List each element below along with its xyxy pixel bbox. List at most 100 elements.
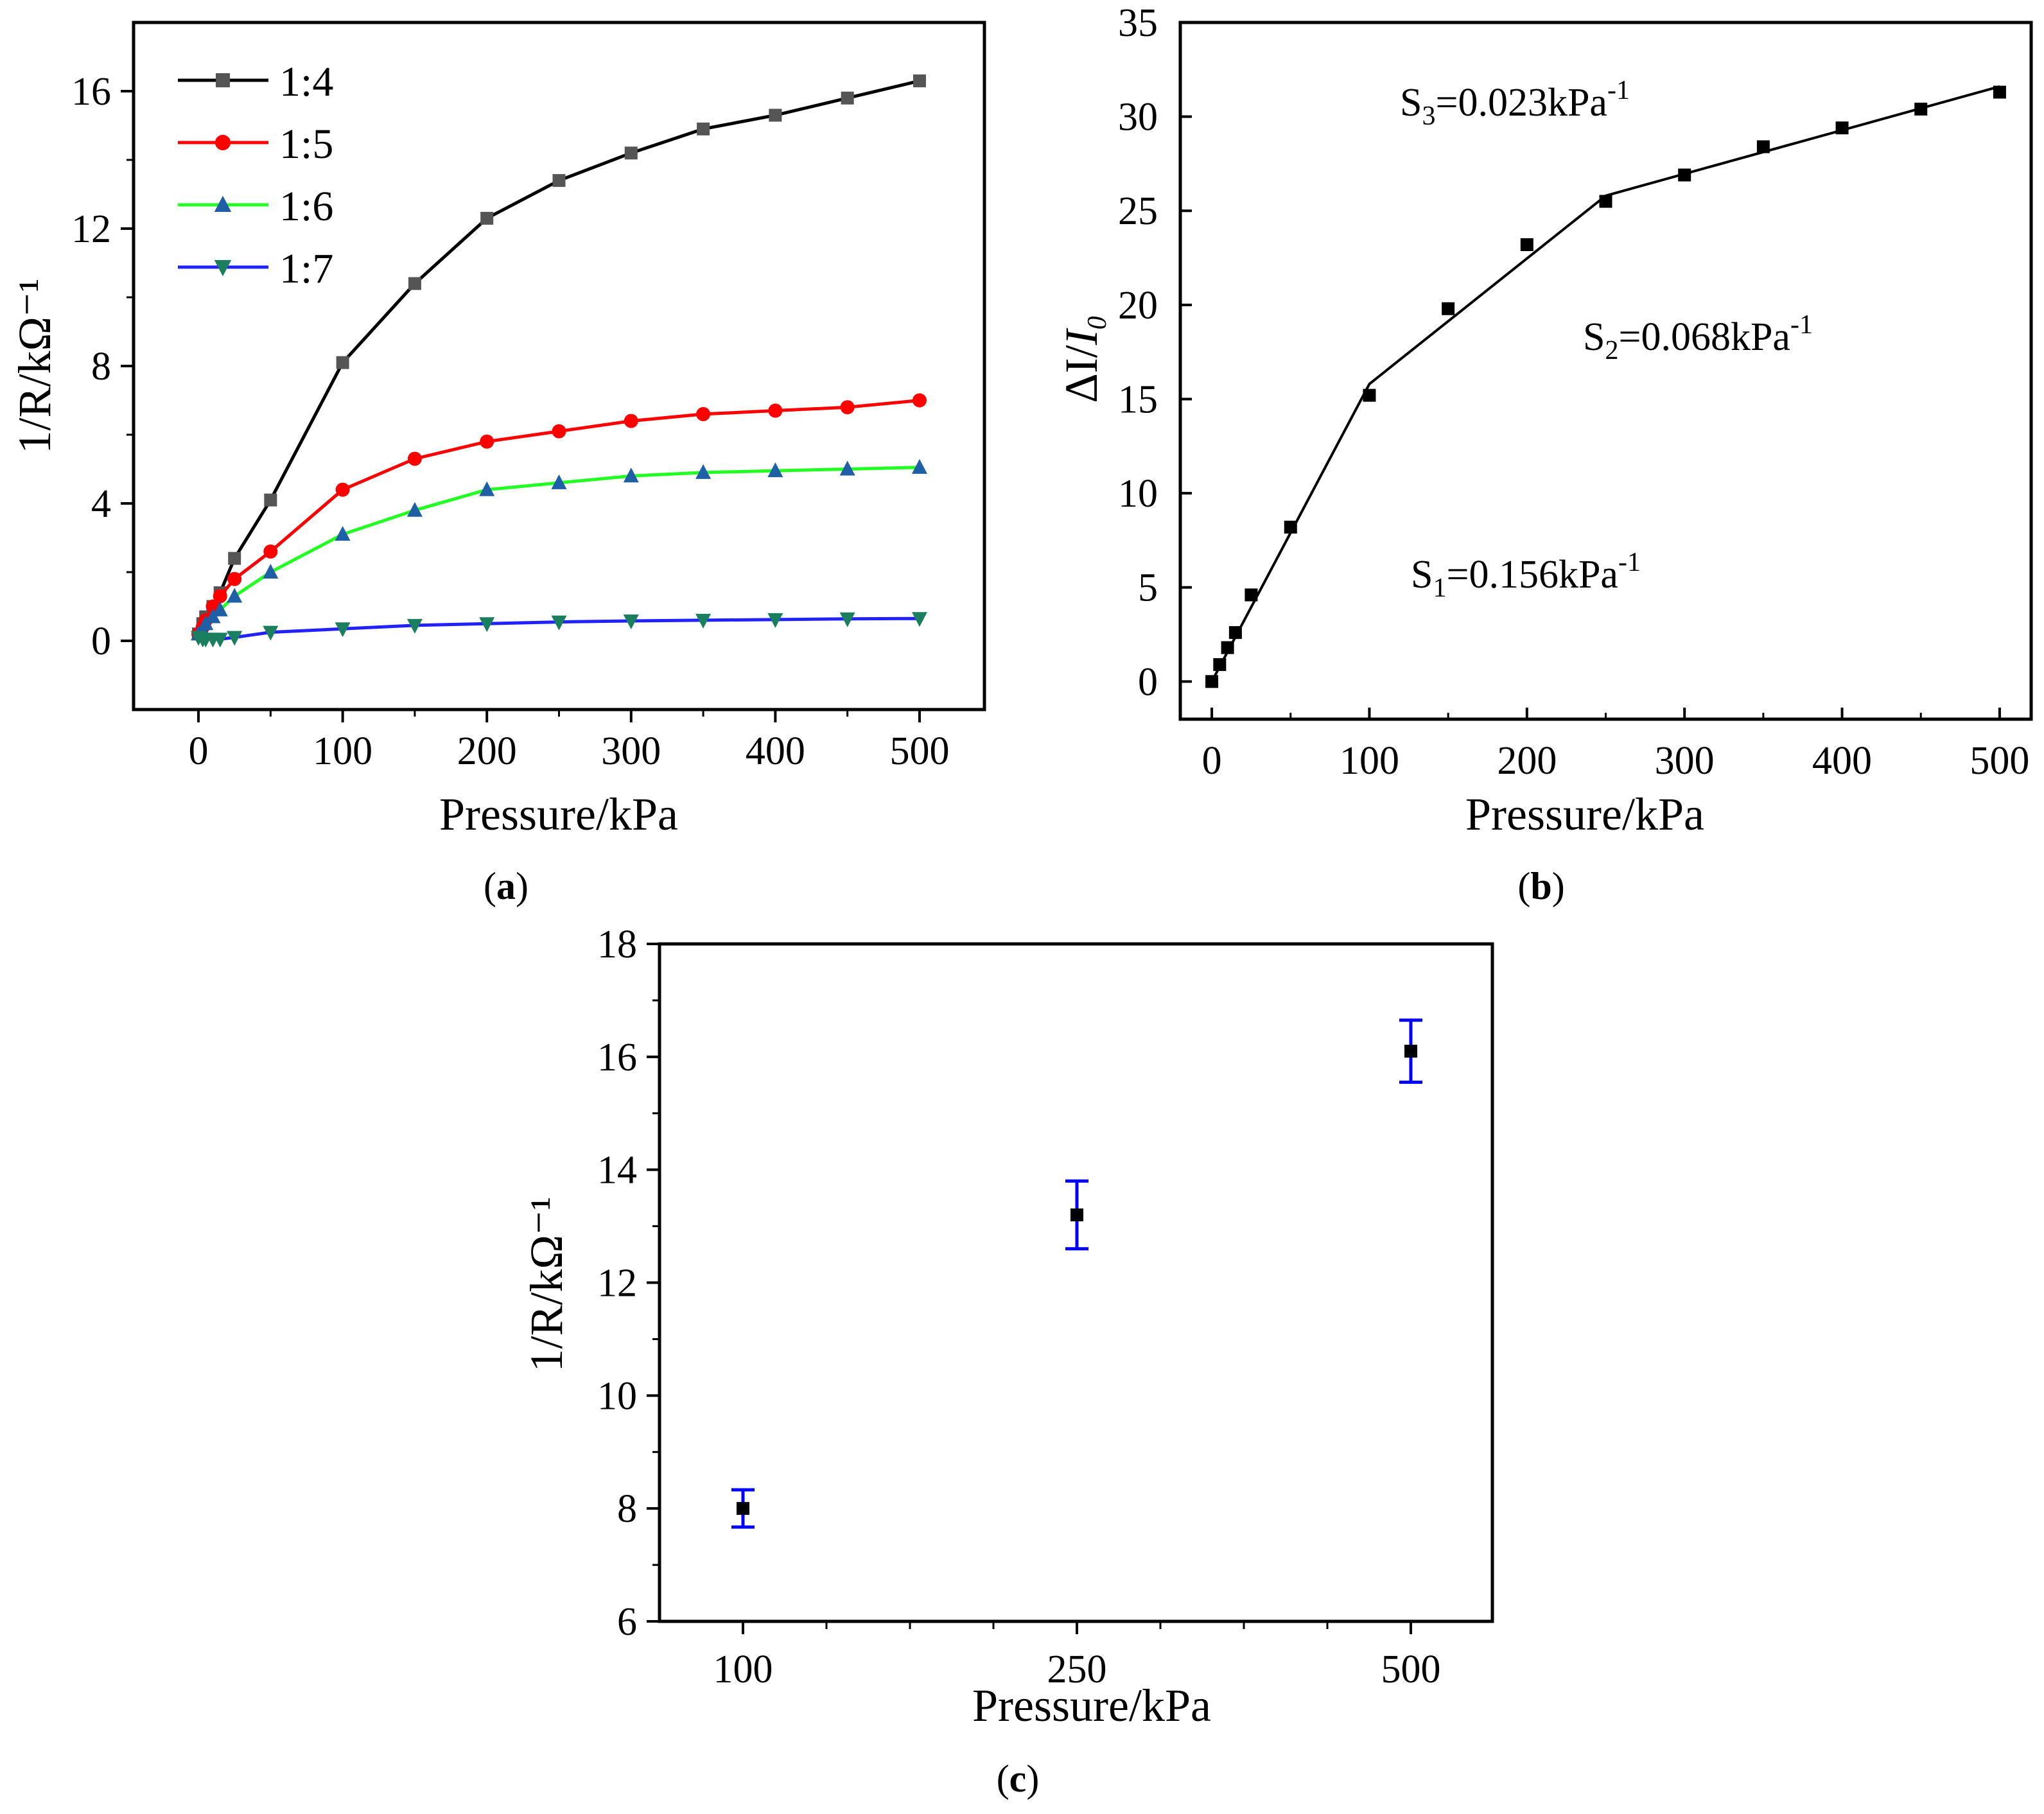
legend-item: 1:7 xyxy=(178,245,333,292)
panel-b-annotation-s2: S2=0.068kPa-1 xyxy=(1583,310,1813,365)
panel-b-y-axis-label: ΔI/I0 xyxy=(1056,316,1112,403)
panel-c-plot-frame xyxy=(658,942,1494,1623)
series-line xyxy=(197,466,920,636)
y-tick-label: 18 xyxy=(597,923,637,966)
panel-a-y-axis-label: 1/R/kΩ⁻¹ xyxy=(9,278,60,453)
data-point xyxy=(841,91,854,105)
panel-c: 100 250 500 6 8 10 12 14 16 18 Pressure/kPa 1/R/k… xyxy=(521,923,1494,1800)
data-point xyxy=(1520,238,1533,252)
data-point xyxy=(479,481,495,496)
data-point xyxy=(407,451,422,466)
data-point xyxy=(913,74,926,87)
y-tick-label: 6 xyxy=(617,1600,637,1644)
panel-b-caption: (b) xyxy=(1517,865,1564,907)
data-point xyxy=(227,571,242,586)
data-point xyxy=(1914,102,1928,116)
y-tick-label: 8 xyxy=(91,345,111,388)
data-point xyxy=(480,211,494,225)
panel-a-ticks: 0 100 200 300 400 500 0 4 8 12 16 xyxy=(71,70,949,773)
data-point xyxy=(768,403,783,418)
legend-marker xyxy=(216,73,230,87)
data-point xyxy=(1993,85,2006,99)
panel-a-x-axis-label: Pressure/kPa xyxy=(439,789,678,840)
data-point xyxy=(767,613,783,628)
x-tick-label: 500 xyxy=(1381,1648,1441,1691)
panel-a-plot-frame xyxy=(132,21,986,711)
panel-c-ticks: 100 250 500 6 8 10 12 14 16 18 xyxy=(597,923,1441,1691)
series-line xyxy=(197,399,920,635)
y-tick-label: 16 xyxy=(71,70,111,114)
x-tick-label: 400 xyxy=(1812,739,1872,783)
data-point xyxy=(1205,675,1219,688)
data-point xyxy=(406,618,423,634)
data-point xyxy=(227,588,243,603)
data-point xyxy=(552,174,566,188)
data-point xyxy=(227,631,243,646)
panel-a-legend: 1:4 1:5 1:6 1:7 xyxy=(178,58,333,292)
panel-c-caption: (c) xyxy=(997,1757,1040,1800)
y-tick-label: 35 xyxy=(1118,1,1158,45)
data-point xyxy=(695,613,712,629)
panel-b: 0 100 200 300 400 500 0 5 10 15 20 25 30 35 S3=0.023k… xyxy=(1056,1,2033,907)
legend-label: 1:4 xyxy=(279,58,333,105)
panel-c-points xyxy=(731,1018,1422,1529)
data-point xyxy=(335,482,350,497)
panel-a: 0 100 200 300 400 500 0 4 8 12 16 1:4 1:5 1:6 1:7 Pre… xyxy=(9,21,986,907)
data-point xyxy=(552,424,566,439)
legend-item: 1:5 xyxy=(178,121,333,168)
data-point xyxy=(839,460,855,476)
legend-label: 1:7 xyxy=(279,245,333,292)
data-point xyxy=(623,467,639,483)
y-tick-label: 8 xyxy=(617,1487,637,1531)
data-point xyxy=(212,632,228,648)
data-point xyxy=(1756,140,1770,153)
x-tick-label: 200 xyxy=(457,729,517,773)
panel-a-caption: (a) xyxy=(484,865,528,907)
data-point xyxy=(912,393,927,408)
data-point xyxy=(840,400,855,415)
data-point xyxy=(769,109,782,122)
data-point xyxy=(1213,658,1227,671)
legend-item: 1:4 xyxy=(178,58,333,105)
series-1-5 xyxy=(191,393,927,641)
data-point xyxy=(335,622,351,638)
data-point xyxy=(480,434,494,449)
data-point xyxy=(1221,641,1234,654)
y-tick-label: 12 xyxy=(71,207,111,251)
data-point xyxy=(623,614,639,629)
data-point xyxy=(1070,1208,1083,1221)
x-tick-label: 100 xyxy=(1340,739,1399,783)
data-point-group xyxy=(731,1488,755,1529)
x-tick-label: 300 xyxy=(1655,739,1715,783)
data-point xyxy=(1599,195,1612,208)
data-point xyxy=(695,464,712,479)
data-point xyxy=(336,356,349,369)
y-tick-label: 20 xyxy=(1118,284,1158,327)
panel-a-series xyxy=(191,74,927,648)
y-tick-label: 10 xyxy=(597,1374,637,1418)
x-tick-label: 100 xyxy=(713,1648,773,1691)
x-tick-label: 500 xyxy=(889,729,949,773)
data-point xyxy=(406,501,423,517)
data-point xyxy=(1442,302,1455,315)
panel-b-annotation-s1: S1=0.156kPa-1 xyxy=(1411,548,1641,603)
panel-c-x-axis-label: Pressure/kPa xyxy=(972,1680,1211,1731)
data-point xyxy=(263,564,279,579)
data-point xyxy=(911,612,927,627)
data-point xyxy=(624,146,638,160)
panel-b-plot-frame xyxy=(1178,21,2033,721)
legend-label: 1:5 xyxy=(279,121,333,168)
y-tick-label: 5 xyxy=(1138,566,1158,610)
x-tick-label: 250 xyxy=(1047,1648,1107,1691)
y-tick-label: 10 xyxy=(1118,472,1158,516)
legend-label: 1:6 xyxy=(279,183,333,230)
series-1-6 xyxy=(191,458,927,641)
data-point xyxy=(212,601,228,616)
legend-item: 1:6 xyxy=(178,183,333,230)
data-point xyxy=(228,552,241,565)
data-point xyxy=(911,458,927,474)
y-tick-label: 16 xyxy=(597,1036,637,1079)
x-tick-label: 300 xyxy=(601,729,661,773)
data-point xyxy=(213,589,227,604)
x-tick-label: 500 xyxy=(1970,739,2029,783)
